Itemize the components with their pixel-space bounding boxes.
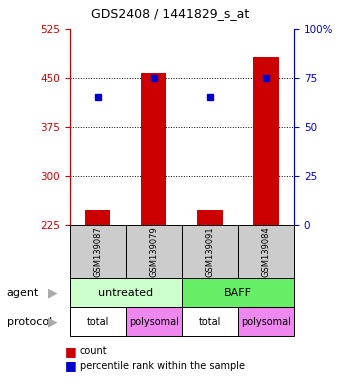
Bar — [70, 278, 182, 307]
Bar — [70, 225, 126, 278]
Text: GSM139091: GSM139091 — [205, 226, 215, 277]
Text: agent: agent — [7, 288, 39, 298]
Text: total: total — [87, 316, 109, 327]
Text: percentile rank within the sample: percentile rank within the sample — [80, 361, 245, 371]
Text: GSM139084: GSM139084 — [261, 226, 271, 277]
Bar — [253, 57, 279, 225]
Bar — [126, 225, 182, 278]
Bar — [238, 225, 294, 278]
Bar — [70, 307, 126, 336]
Bar — [197, 210, 223, 225]
Text: BAFF: BAFF — [224, 288, 252, 298]
Text: polysomal: polysomal — [129, 316, 179, 327]
Bar — [126, 307, 182, 336]
Text: protocol: protocol — [7, 316, 52, 327]
Bar — [182, 278, 294, 307]
Bar — [141, 73, 167, 225]
Text: ▶: ▶ — [48, 315, 57, 328]
Text: polysomal: polysomal — [241, 316, 291, 327]
Bar — [182, 225, 238, 278]
Text: GDS2408 / 1441829_s_at: GDS2408 / 1441829_s_at — [91, 7, 249, 20]
Text: GSM139079: GSM139079 — [149, 226, 158, 277]
Text: ▶: ▶ — [48, 286, 57, 299]
Text: ■: ■ — [65, 359, 76, 372]
Text: total: total — [199, 316, 221, 327]
Text: ■: ■ — [65, 345, 76, 358]
Text: count: count — [80, 346, 107, 356]
Text: untreated: untreated — [98, 288, 153, 298]
Bar — [85, 210, 110, 225]
Bar — [182, 307, 238, 336]
Bar — [238, 307, 294, 336]
Text: GSM139087: GSM139087 — [93, 226, 102, 277]
